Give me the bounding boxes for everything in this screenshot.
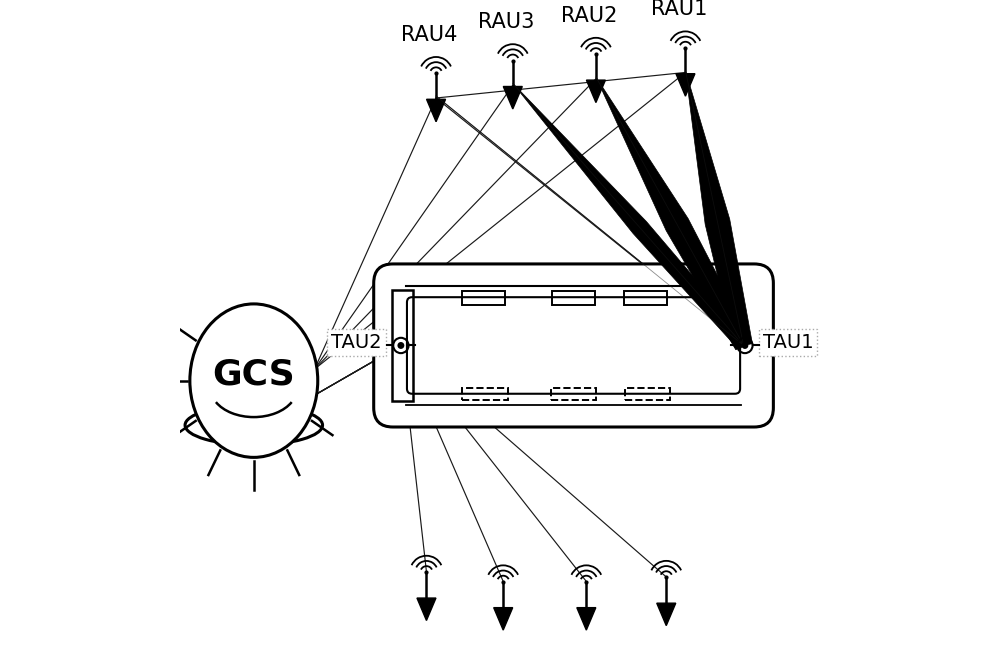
Circle shape — [397, 342, 404, 349]
Polygon shape — [577, 608, 596, 630]
Polygon shape — [685, 71, 752, 348]
Polygon shape — [513, 83, 748, 350]
Text: TAU1: TAU1 — [763, 333, 813, 352]
Polygon shape — [657, 603, 676, 626]
Polygon shape — [586, 80, 605, 103]
FancyBboxPatch shape — [374, 264, 773, 427]
Bar — [552, 291, 595, 305]
Polygon shape — [676, 73, 695, 96]
Circle shape — [741, 342, 748, 349]
Bar — [624, 291, 667, 305]
Text: RAU3: RAU3 — [478, 12, 535, 32]
Polygon shape — [417, 598, 436, 620]
Text: GCS: GCS — [212, 357, 295, 391]
Polygon shape — [494, 608, 513, 630]
Bar — [462, 291, 505, 305]
Bar — [392, 289, 413, 401]
Ellipse shape — [190, 304, 318, 457]
Text: RAU2: RAU2 — [561, 6, 618, 26]
Ellipse shape — [185, 405, 323, 445]
Polygon shape — [503, 87, 522, 109]
Bar — [462, 388, 508, 400]
Polygon shape — [596, 77, 751, 350]
Text: TAU2: TAU2 — [331, 333, 382, 352]
Text: RAU4: RAU4 — [401, 25, 458, 45]
Polygon shape — [427, 99, 446, 122]
Bar — [625, 388, 670, 400]
Bar — [551, 388, 596, 400]
Text: RAU1: RAU1 — [651, 0, 707, 19]
